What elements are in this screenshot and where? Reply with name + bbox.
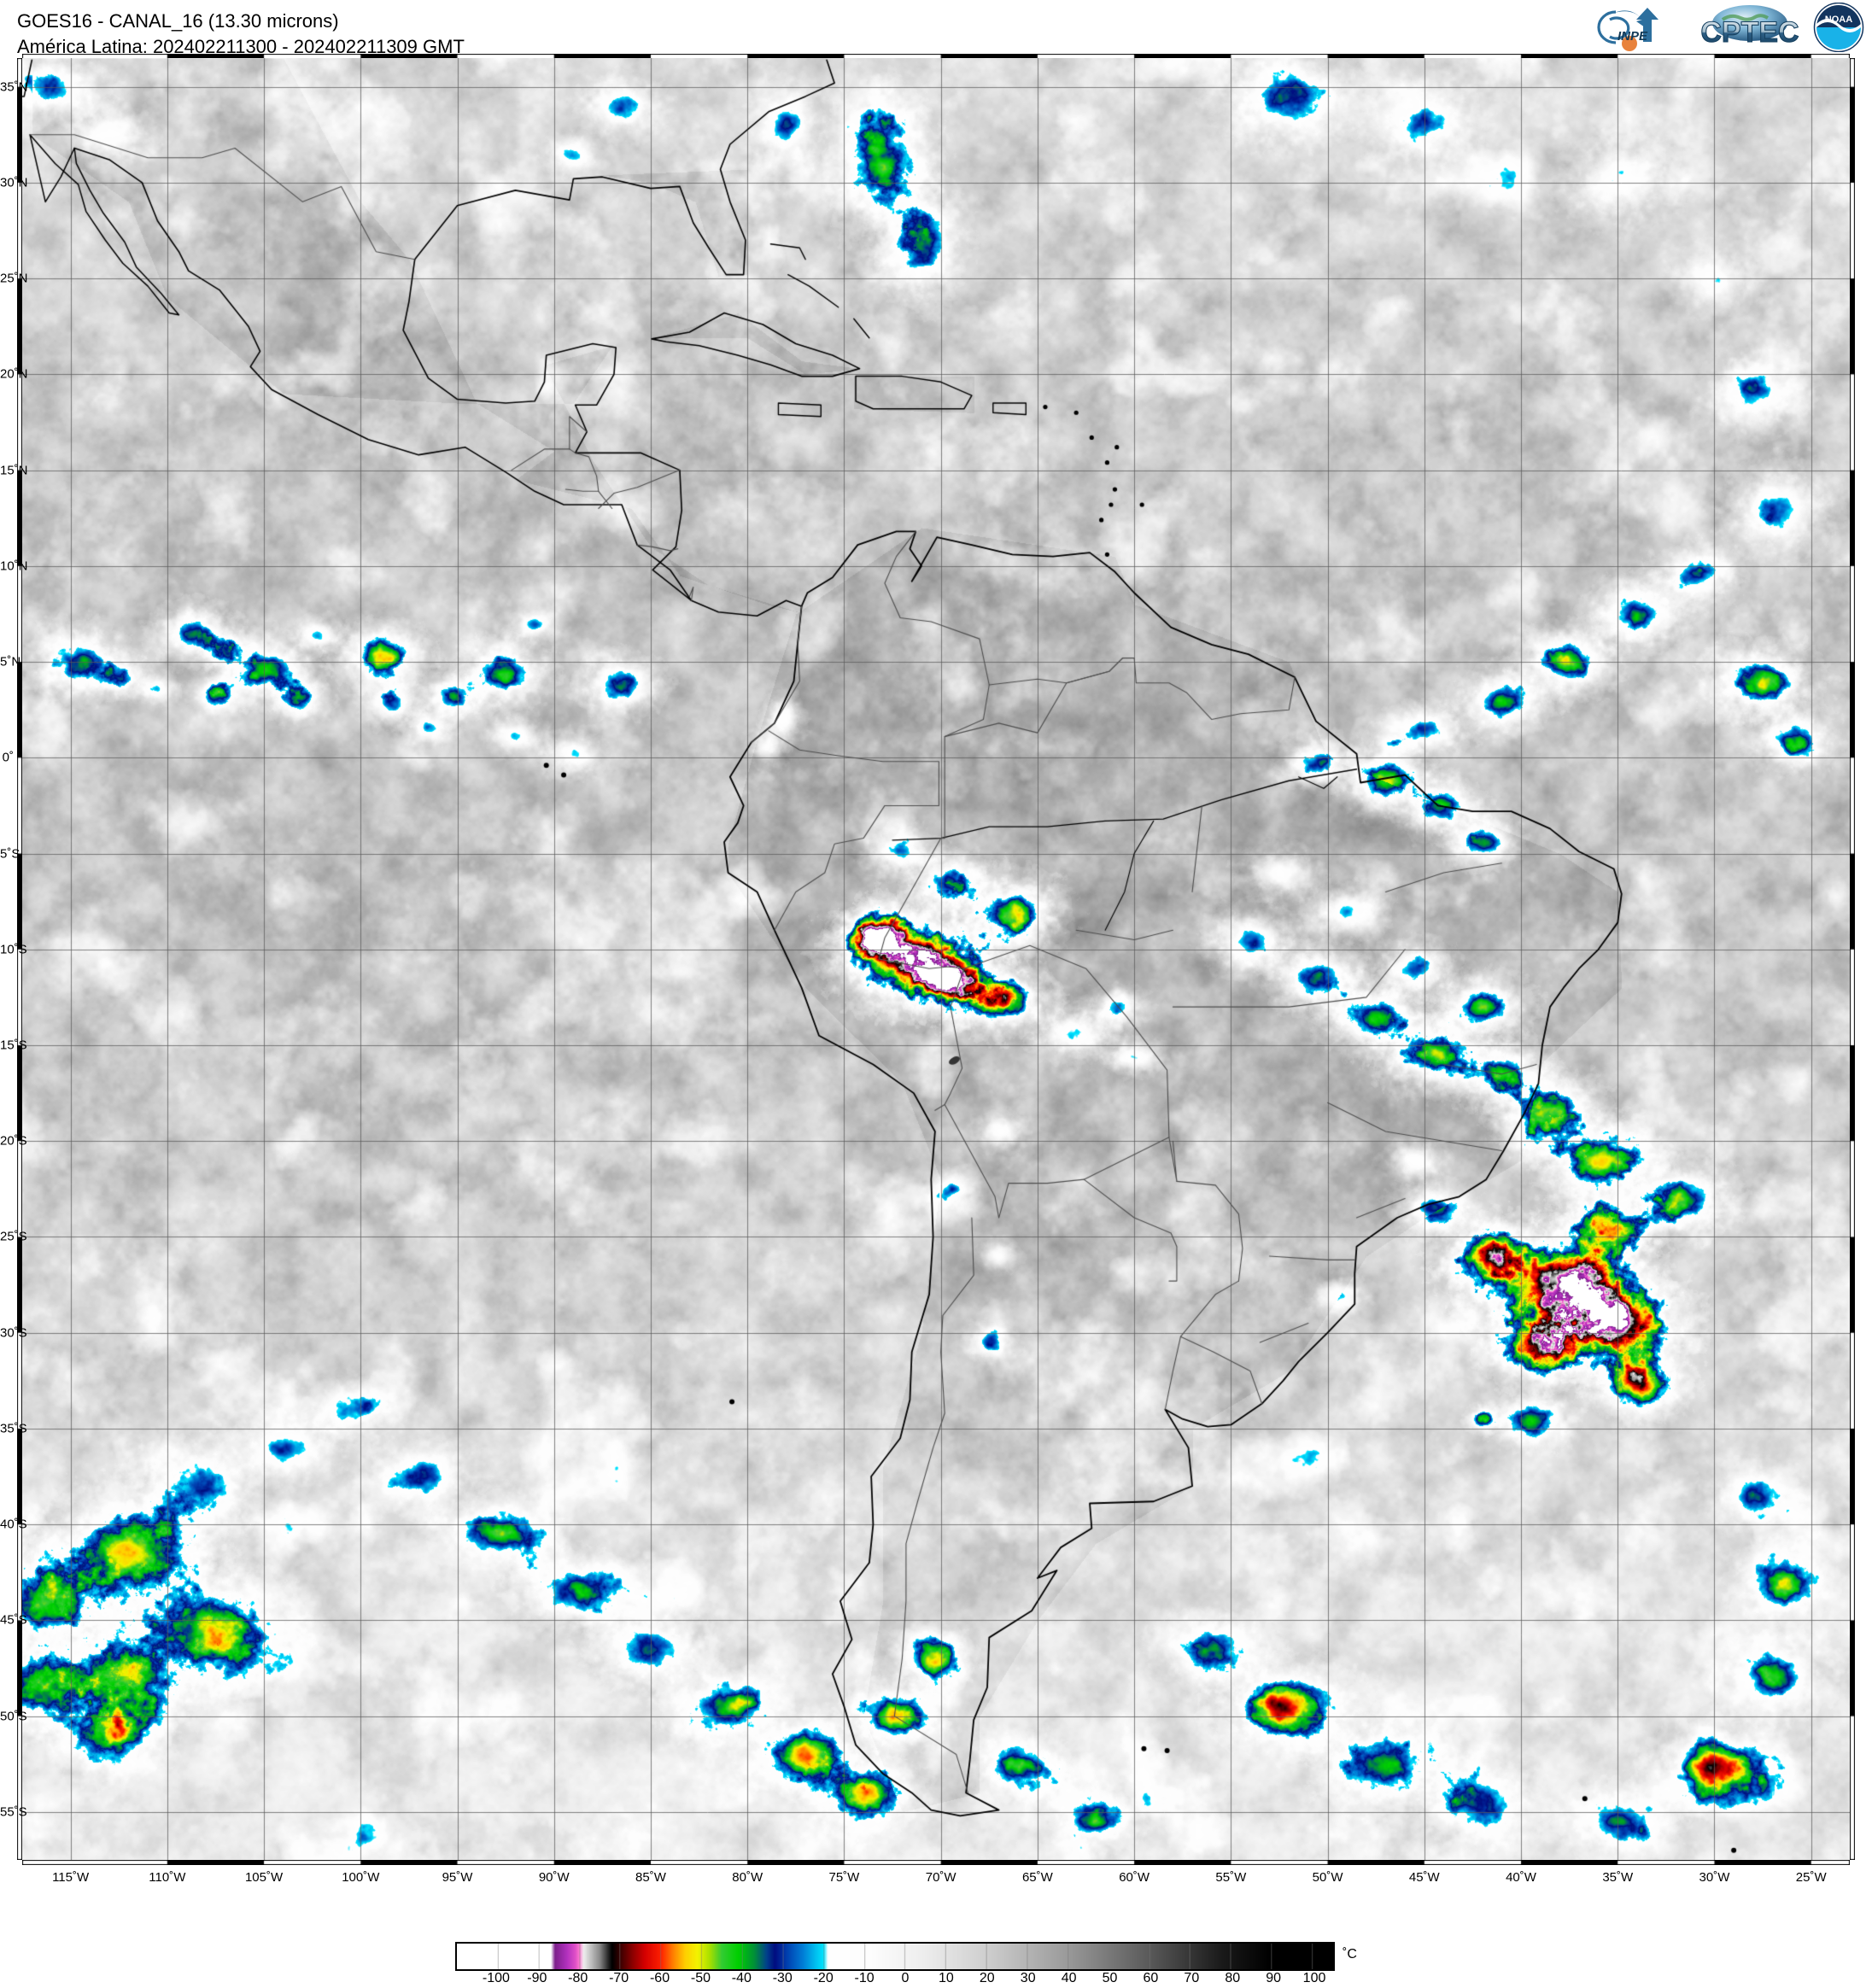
lat-tick-label: 45˚S [0, 1612, 27, 1628]
lon-tick-label: 50˚W [1312, 1870, 1343, 1885]
lat-tick-label: 10˚N [0, 558, 28, 574]
lon-tick-label: 105˚W [244, 1870, 284, 1885]
lon-tick-label: 110˚W [149, 1870, 186, 1885]
colorbar-tick-label: 60 [1143, 1971, 1159, 1985]
satellite-image-canvas[interactable] [22, 58, 1850, 1860]
product-title: GOES16 - CANAL_16 (13.30 microns) [17, 10, 339, 32]
logo-group: INPE CPTEC [1590, 2, 1865, 53]
header: GOES16 - CANAL_16 (13.30 microns) Améric… [0, 0, 1872, 57]
colorbar-tick-label: 80 [1225, 1971, 1241, 1985]
colorbar-tick-label: 90 [1266, 1971, 1282, 1985]
lon-tick-label: 55˚W [1215, 1870, 1247, 1885]
colorbar-tick-label: 10 [938, 1971, 954, 1985]
lat-tick-label: 10˚S [0, 942, 27, 957]
colorbar-tick-label: 70 [1184, 1971, 1200, 1985]
colorbar-tick-label: 40 [1061, 1971, 1077, 1985]
lat-tick-label: 30˚S [0, 1325, 27, 1341]
lon-tick-label: 95˚W [442, 1870, 473, 1885]
lon-tick-label: 70˚W [925, 1870, 956, 1885]
lat-tick-label: 30˚N [0, 175, 28, 190]
lon-tick-label: 90˚W [538, 1870, 570, 1885]
lon-tick-label: 85˚W [635, 1870, 666, 1885]
colorbar-unit-label: ˚C [1343, 1947, 1357, 1962]
lon-tick-label: 65˚W [1021, 1870, 1053, 1885]
lat-tick-label: 5˚N [0, 654, 21, 669]
lat-tick-label: 20˚S [0, 1133, 27, 1149]
lon-tick-label: 80˚W [732, 1870, 763, 1885]
colorbar-legend: ˚C -100 -90 -80 -70 -60 -50 -40 -30 -20 -10 0 10 20 3… [0, 1935, 1872, 1988]
lat-tick-label: 15˚N [0, 463, 28, 478]
lat-tick-label: 50˚S [0, 1709, 27, 1724]
colorbar-tick-label: 0 [901, 1971, 910, 1985]
product-subtitle: América Latina: 202402211300 - 202402211… [17, 36, 465, 58]
lon-tick-label: 60˚W [1119, 1870, 1150, 1885]
colorbar-scale [455, 1942, 1335, 1971]
noaa-logo: NOAA NATIONAL OCEANIC AND ATMOSPHERIC AD… [1812, 3, 1865, 52]
svg-text:NOAA: NOAA [1825, 15, 1852, 25]
colorbar-tick-label: -20 [813, 1971, 834, 1985]
svg-text:CPTEC: CPTEC [1700, 16, 1799, 49]
lat-tick-label: 20˚N [0, 366, 28, 382]
title-block: GOES16 - CANAL_16 (13.30 microns) Améric… [17, 9, 465, 61]
lon-tick-label: 25˚W [1795, 1870, 1827, 1885]
inpe-logo: INPE [1597, 8, 1658, 51]
colorbar-tick-label: -40 [731, 1971, 752, 1985]
colorbar-tick-label: -70 [609, 1971, 629, 1985]
axis-frame-bottom [22, 1860, 1850, 1865]
satellite-map[interactable] [22, 58, 1850, 1860]
colorbar-tick-label: 30 [1020, 1971, 1036, 1985]
colorbar-tick-label: 50 [1102, 1971, 1118, 1985]
lat-tick-label: 0˚ [2, 750, 14, 765]
colorbar-tick-label: -50 [690, 1971, 711, 1985]
colorbar-tick-label: 20 [979, 1971, 995, 1985]
colorbar-tick-label: -100 [482, 1971, 510, 1985]
lat-tick-label: 40˚S [0, 1517, 27, 1532]
lon-tick-label: 30˚W [1699, 1870, 1730, 1885]
lat-tick-label: 15˚S [0, 1038, 27, 1053]
lon-tick-label: 100˚W [342, 1870, 380, 1885]
colorbar-tick-label: -60 [649, 1971, 670, 1985]
lon-tick-label: 45˚W [1408, 1870, 1440, 1885]
lat-tick-label: 35˚S [0, 1421, 27, 1436]
svg-text:INPE: INPE [1618, 29, 1648, 44]
colorbar-tick-label: -80 [568, 1971, 588, 1985]
colorbar-tick-label: -30 [772, 1971, 793, 1985]
lat-tick-label: 25˚S [0, 1229, 27, 1244]
colorbar-gradient [457, 1944, 1333, 1969]
lat-tick-label: 35˚N [0, 79, 28, 95]
lat-tick-label: 55˚S [0, 1804, 27, 1820]
cptec-logo: CPTEC [1700, 5, 1799, 50]
lat-tick-label: 25˚N [0, 271, 28, 286]
lat-tick-label: 5˚S [0, 846, 20, 862]
axis-frame-right [1850, 58, 1855, 1860]
colorbar-tick-label: -90 [527, 1971, 547, 1985]
colorbar-tick-label: 100 [1302, 1971, 1326, 1985]
lon-tick-label: 40˚W [1506, 1870, 1536, 1885]
lon-tick-label: 115˚W [52, 1870, 90, 1885]
colorbar-tick-label: -10 [854, 1971, 875, 1985]
lon-tick-label: 75˚W [828, 1870, 860, 1885]
lon-tick-label: 35˚W [1602, 1870, 1634, 1885]
